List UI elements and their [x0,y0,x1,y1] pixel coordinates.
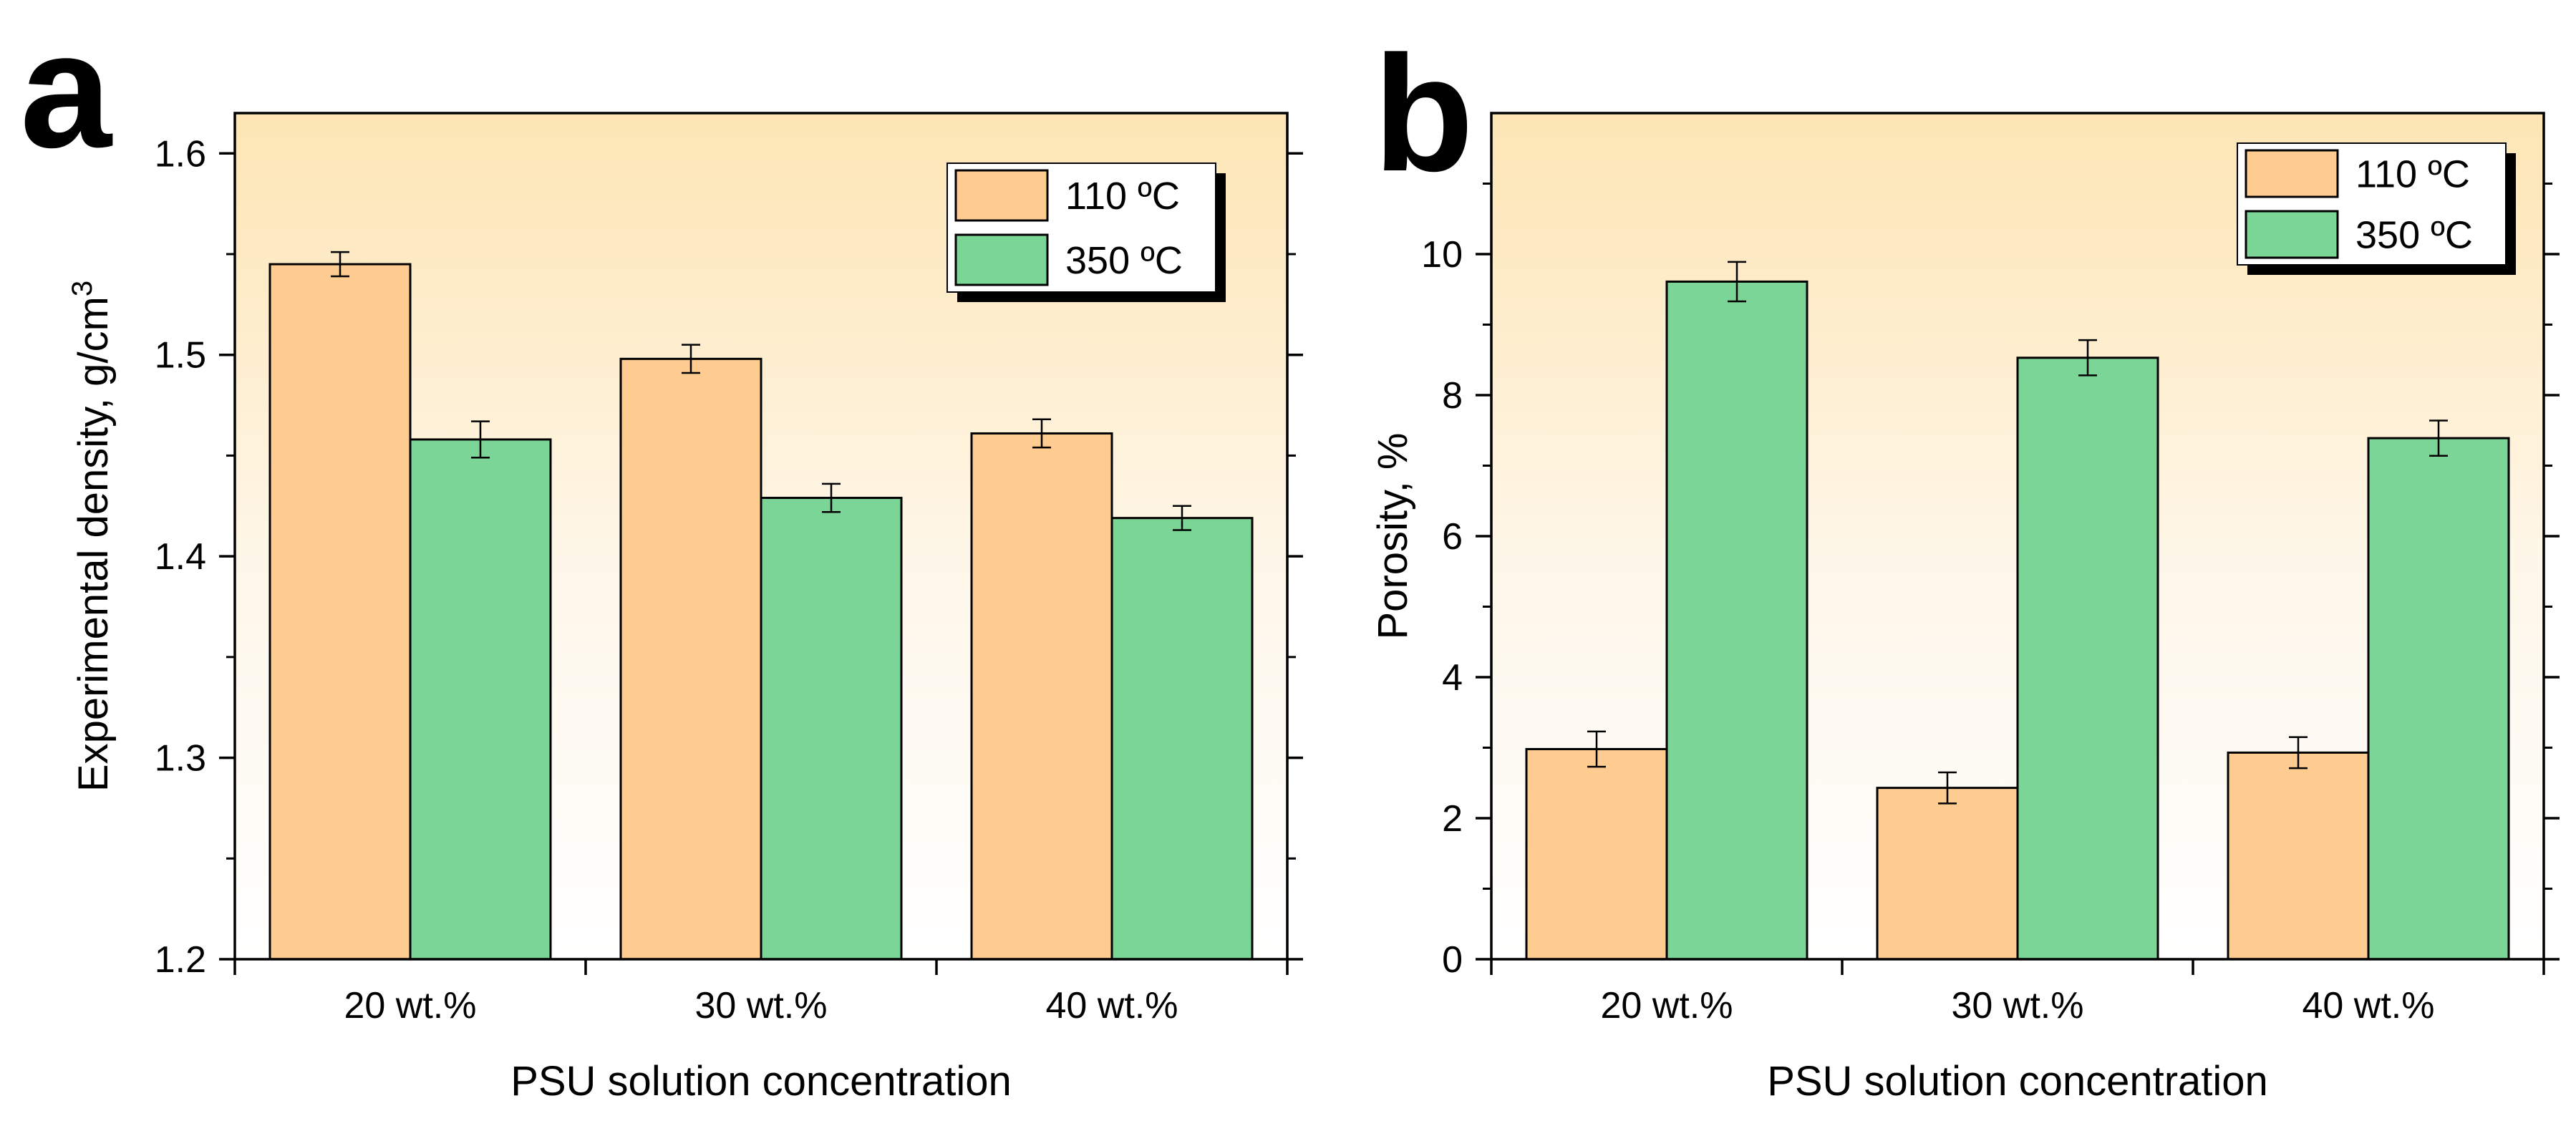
y-tick-label: 1.5 [155,335,206,377]
x-tick-label: 30 wt.% [1952,985,2084,1026]
x-axis-title: PSU solution concentration [1767,1058,2268,1105]
y-axis-title-superscript: 3 [67,281,98,296]
error-bar [2078,339,2097,377]
y-tick-label: 6 [1442,516,1463,558]
y-tick-label: 0 [1442,939,1463,981]
error-bar [2289,736,2308,770]
legend-swatch [2245,210,2339,259]
error-bar [822,482,841,513]
bar-110C-3 [970,432,1113,961]
bar-350C-3 [2367,437,2510,961]
bar-350C-1 [1665,280,1808,961]
bar-350C-2 [2016,356,2159,961]
y-tick-label: 1.4 [155,536,206,578]
error-bar [1173,505,1191,531]
panel-letter: b [1373,21,1474,205]
x-tick-label: 40 wt.% [2303,985,2435,1026]
bar-110C-3 [2227,751,2370,961]
y-axis-title: Porosity, % [1370,432,1416,639]
bar-110C-1 [268,263,412,961]
x-tick-label: 20 wt.% [1601,985,1733,1026]
legend: 110 ºC 350 ºC [946,162,1226,302]
bar-110C-2 [619,357,762,961]
x-tick-label: 40 wt.% [1046,985,1178,1026]
plot-frame [233,112,1289,961]
y-tick-label: 2 [1442,798,1463,840]
bar-110C-1 [1525,747,1668,961]
bar-350C-2 [760,497,903,961]
y-tick-label: 10 [1421,234,1463,276]
x-tick-label: 20 wt.% [344,985,477,1026]
legend-label: 110 ºC [1065,175,1180,218]
chart-panel-a: a 20 wt.% 30 wt.% 40 wt.% 1.2 1.3 1.4 1.5 1.6 PSU… [20,0,1303,1105]
error-bar [331,251,349,278]
y-tick-label: 1.3 [155,738,206,780]
error-bar [471,420,490,459]
legend-label: 110 ºC [2355,153,2470,196]
legend-swatch [954,169,1049,222]
error-bar [1938,771,1957,805]
bar-350C-3 [1110,517,1254,961]
bar-110C-2 [1876,787,2019,961]
legend-label: 350 ºC [2355,214,2473,257]
panel-letter: a [20,0,113,182]
y-axis-title: Experimental density, g/cm3 [67,281,117,792]
y-tick-label: 1.6 [155,133,206,175]
x-tick-label: 30 wt.% [695,985,828,1026]
y-tick-label: 1.2 [155,939,206,981]
chart-panel-b: b 20 wt.% 30 wt.% 40 wt.% 0 2 4 6 8 10 PSU solutio… [1370,21,2560,1105]
error-bar [1728,261,1746,303]
error-bar [682,344,700,374]
legend-swatch [2245,149,2339,198]
legend: 110 ºC 350 ºC [2237,142,2516,275]
error-bar [2429,419,2448,457]
error-bar [1032,418,1051,449]
y-tick-label: 4 [1442,657,1463,699]
legend-swatch [954,233,1049,286]
error-bar [1587,730,1606,768]
x-axis-title: PSU solution concentration [510,1058,1012,1105]
y-tick-label: 8 [1442,375,1463,417]
bar-350C-1 [409,438,552,961]
legend-label: 350 ºC [1065,239,1183,282]
